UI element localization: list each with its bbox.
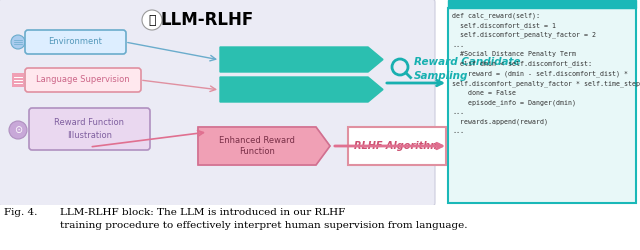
Text: LLM-RLHF block: The LLM is introduced in our RLHF
training procedure to effectiv: LLM-RLHF block: The LLM is introduced in…	[60, 208, 467, 230]
Circle shape	[9, 121, 27, 139]
Text: RLHF Algorithm: RLHF Algorithm	[354, 141, 440, 151]
FancyBboxPatch shape	[29, 108, 150, 150]
Polygon shape	[220, 47, 383, 72]
Bar	[448, 0, 636, 8]
Text: ⊙: ⊙	[14, 125, 22, 135]
Text: 🧠: 🧠	[148, 14, 156, 26]
FancyBboxPatch shape	[348, 127, 446, 165]
FancyBboxPatch shape	[448, 8, 636, 203]
Text: LLM-RLHF: LLM-RLHF	[161, 11, 253, 29]
Circle shape	[142, 10, 162, 30]
Text: Reward Function
Illustration: Reward Function Illustration	[54, 118, 125, 140]
Text: Language Supervision: Language Supervision	[36, 76, 130, 84]
FancyBboxPatch shape	[25, 30, 126, 54]
FancyBboxPatch shape	[25, 68, 141, 92]
Text: Enhanced Reward
Function: Enhanced Reward Function	[219, 136, 295, 156]
Text: Environment: Environment	[49, 38, 102, 46]
Text: def calc_reward(self):
  self.discomfort_dist = 1
  self.discomfort_penalty_fact: def calc_reward(self): self.discomfort_d…	[452, 12, 640, 134]
Polygon shape	[220, 77, 383, 102]
Polygon shape	[198, 127, 330, 165]
Text: Fig. 4.: Fig. 4.	[4, 208, 37, 217]
Bar	[12, 73, 24, 87]
Text: Reward Candidate
Sampling: Reward Candidate Sampling	[414, 58, 520, 80]
FancyBboxPatch shape	[0, 0, 435, 206]
Circle shape	[11, 35, 25, 49]
